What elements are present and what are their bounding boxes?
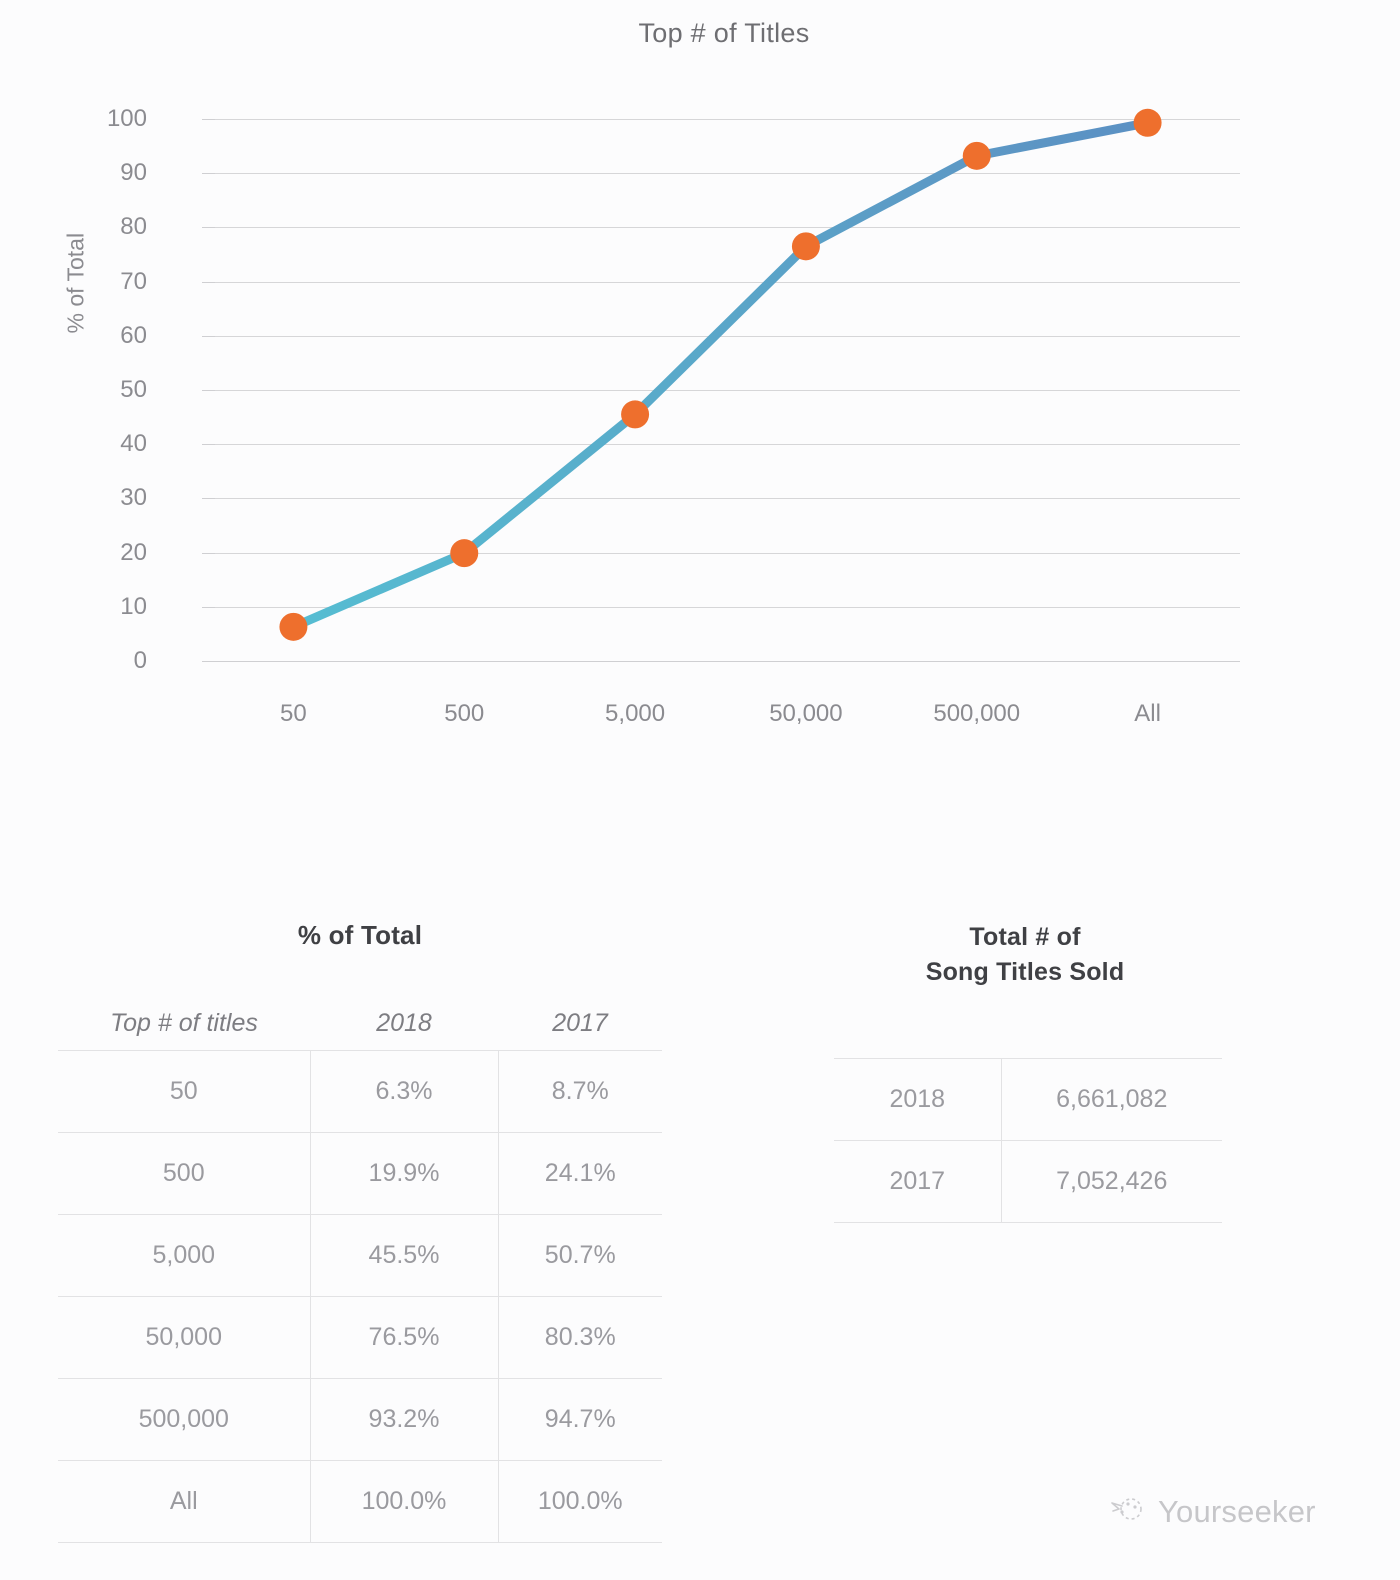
row-value: 19.9% — [310, 1131, 499, 1214]
series-line-2018 — [288, 118, 1153, 632]
y-tick-mark-30 — [202, 498, 215, 500]
gridline-40 — [215, 444, 1240, 446]
data-point-50,000[interactable] — [791, 232, 820, 261]
row-label: 2018 — [834, 1058, 1002, 1141]
y-tick-label-0: 0 — [133, 647, 147, 674]
row-label: 50,000 — [58, 1295, 311, 1378]
y-tick-label-30: 30 — [120, 484, 147, 512]
y-tick-mark-10 — [202, 606, 215, 608]
right-table-title-line2: Song Titles Sold — [925, 957, 1125, 986]
chart-title: Top # of Titles — [638, 18, 810, 48]
y-tick-mark-70 — [202, 281, 215, 283]
gridline-50 — [215, 390, 1240, 391]
gridline-20 — [215, 552, 1240, 554]
column-header-2018: 2018 — [376, 1009, 432, 1038]
gridline-70 — [215, 281, 1240, 283]
y-tick-label-90: 90 — [120, 159, 147, 187]
row-value: 94.7% — [498, 1377, 662, 1460]
y-tick-label-10: 10 — [120, 592, 147, 620]
row-label: 500,000 — [58, 1377, 311, 1460]
row-value: 7,052,426 — [1001, 1140, 1222, 1223]
row-value: 45.5% — [310, 1213, 499, 1296]
gridline-100 — [215, 119, 1240, 120]
row-value: 6.3% — [310, 1049, 499, 1132]
left-table-title: % of Total — [297, 920, 423, 950]
data-point-5,000[interactable] — [621, 400, 650, 429]
table-row: All 100.0% 100.0% — [58, 1459, 662, 1543]
y-tick-mark-60 — [202, 335, 215, 337]
y-tick-label-100: 100 — [106, 105, 147, 132]
y-tick-mark-20 — [202, 552, 215, 554]
table-row: 50 6.3% 8.7% — [58, 1049, 662, 1132]
y-tick-label-60: 60 — [120, 321, 147, 349]
table-row: 5,000 45.5% 50.7% — [58, 1213, 662, 1296]
y-tick-mark-50 — [202, 390, 215, 391]
table-row: 500,000 93.2% 94.7% — [58, 1377, 662, 1460]
data-point-500,000[interactable] — [962, 141, 991, 170]
column-header-top-titles: Top # of titles — [110, 1009, 258, 1038]
row-label: 50 — [58, 1049, 311, 1132]
row-value: 50.7% — [498, 1213, 662, 1296]
yourseeker-logo-icon — [1108, 1492, 1146, 1531]
y-tick-mark-0 — [202, 661, 215, 662]
row-value: 8.7% — [498, 1049, 662, 1132]
watermark: Yourseeker — [1108, 1492, 1316, 1531]
row-value: 80.3% — [498, 1295, 662, 1378]
gridline-10 — [215, 606, 1240, 608]
watermark-text: Yourseeker — [1158, 1493, 1316, 1529]
y-tick-label-70: 70 — [120, 267, 147, 295]
row-value: 100.0% — [310, 1459, 499, 1543]
table-row: 500 19.9% 24.1% — [58, 1131, 662, 1214]
table-row: 2017 7,052,426 — [834, 1140, 1222, 1223]
y-tick-mark-80 — [202, 227, 215, 229]
x-tick-label-2: 5,000 — [605, 700, 666, 727]
y-tick-mark-100 — [202, 119, 215, 120]
x-tick-label-5: All — [1134, 700, 1161, 727]
gridline-30 — [215, 498, 1240, 500]
row-value: 100.0% — [498, 1459, 662, 1543]
row-label: 500 — [58, 1131, 311, 1214]
x-tick-label-4: 500,000 — [933, 700, 1021, 727]
data-point-50[interactable] — [279, 612, 308, 641]
column-header-2017: 2017 — [552, 1009, 608, 1038]
row-label: 2017 — [834, 1140, 1002, 1223]
y-tick-mark-40 — [202, 444, 215, 446]
gridline-80 — [215, 227, 1240, 229]
y-tick-mark-90 — [202, 173, 215, 175]
y-tick-label-80: 80 — [120, 213, 147, 241]
x-tick-label-0: 50 — [280, 700, 307, 727]
right-table-title: Total # of Song Titles Sold — [830, 920, 1220, 989]
table-row: 2018 6,661,082 — [834, 1058, 1222, 1141]
y-tick-label-40: 40 — [120, 430, 147, 458]
y-tick-label-50: 50 — [120, 376, 147, 403]
row-value: 6,661,082 — [1001, 1058, 1222, 1141]
percent-of-total-table: Top # of titles 2018 2017 50 6.3% 8.7% 500 1… — [58, 998, 662, 1543]
gridline-90 — [215, 173, 1240, 175]
table-row: 50,000 76.5% 80.3% — [58, 1295, 662, 1378]
gridline-0 — [215, 661, 1240, 662]
gridline-60 — [215, 335, 1240, 337]
row-value: 76.5% — [310, 1295, 499, 1378]
y-tick-label-20: 20 — [120, 538, 147, 566]
data-point-All[interactable] — [1133, 108, 1162, 137]
table-header-row: Top # of titles 2018 2017 — [58, 998, 662, 1050]
row-label: All — [58, 1459, 311, 1543]
series-markers-2018 — [279, 108, 1162, 641]
row-label: 5,000 — [58, 1213, 311, 1296]
row-value: 93.2% — [310, 1377, 499, 1460]
right-table-title-line1: Total # of — [969, 923, 1081, 951]
x-tick-label-3: 50,000 — [769, 700, 843, 727]
total-song-titles-sold-table: 2018 6,661,082 2017 7,052,426 — [834, 1058, 1222, 1223]
row-value: 24.1% — [498, 1131, 662, 1214]
chart-series-layer — [279, 108, 1162, 641]
x-tick-label-1: 500 — [444, 700, 485, 727]
